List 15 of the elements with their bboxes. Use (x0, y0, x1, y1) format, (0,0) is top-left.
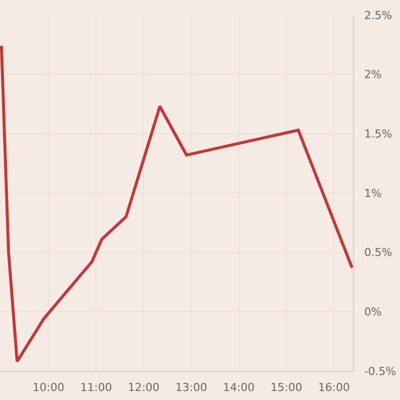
y-tick-label: -0.5% (364, 364, 396, 378)
x-tick-label: 16:00 (318, 381, 350, 394)
x-tick-label: 11:00 (80, 381, 112, 394)
y-tick-label: 0.5% (364, 246, 392, 260)
y-tick-label: 1% (364, 186, 382, 200)
x-tick-label: 13:00 (175, 381, 208, 394)
x-tick-label: 10:00 (32, 381, 64, 394)
y-tick-label: 0% (364, 306, 382, 319)
x-tick-label: 15:00 (270, 381, 302, 394)
y-tick-label: 1.5% (364, 128, 392, 141)
y-tick-label: 2.5% (364, 8, 392, 22)
y-tick-label: 2% (364, 68, 382, 82)
x-tick-label: 14:00 (222, 381, 255, 394)
x-tick-label: 12:00 (128, 381, 160, 394)
line-series (0, 44, 353, 364)
